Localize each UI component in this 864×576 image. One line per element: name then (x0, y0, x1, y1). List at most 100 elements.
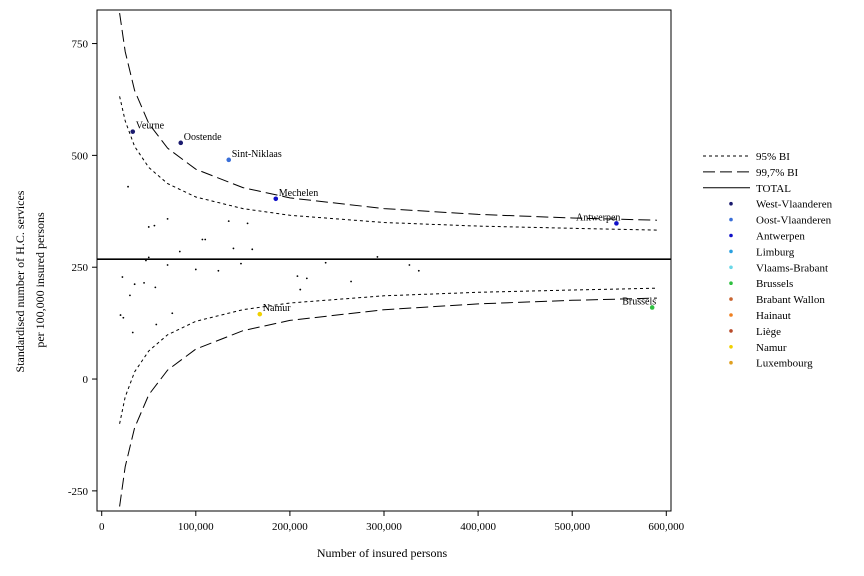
data-point (246, 222, 249, 225)
data-point (145, 259, 147, 262)
data-point (350, 280, 352, 283)
data-point (127, 185, 129, 188)
data-point (417, 269, 420, 272)
legend-label: Liège (756, 326, 781, 338)
point-label: Mechelen (279, 188, 318, 199)
data-point (131, 331, 134, 334)
labeled-data-point (178, 140, 184, 146)
x-tick-label: 100,000 (178, 521, 214, 533)
data-point (122, 316, 125, 319)
data-point (171, 312, 174, 315)
labeled-data-point (257, 311, 263, 317)
data-point (232, 247, 235, 250)
legend-label: 95% BI (756, 151, 790, 163)
y-tick-label: -250 (68, 486, 89, 498)
x-axis-title: Number of insured persons (317, 546, 448, 560)
legend: 95% BI 99,7% BI TOTAL West-Vlaanderen Oost-V… (703, 151, 833, 370)
data-point (154, 286, 157, 289)
data-point (296, 275, 299, 278)
x-tick-label: 500,000 (554, 521, 590, 533)
data-point (299, 288, 302, 291)
data-point (155, 323, 158, 326)
legend-label: Vlaams-Brabant (756, 262, 828, 274)
legend-label: 99,7% BI (756, 167, 799, 179)
point-label: Oostende (184, 132, 222, 143)
data-point (119, 314, 122, 316)
legend-label: Brussels (756, 278, 793, 290)
data-point (129, 294, 131, 297)
x-tick-label: 0 (99, 521, 105, 533)
legend-swatch (729, 281, 733, 286)
labeled-data-point (273, 196, 279, 202)
data-point (143, 281, 145, 284)
x-tick-label: 300,000 (366, 521, 402, 533)
data-point (194, 268, 197, 271)
data-point (305, 277, 308, 280)
legend-swatch (729, 345, 733, 349)
legend-swatch (729, 249, 733, 254)
x-axis: 0 100,000 200,000 300,000 400,000 500,000 600,… (99, 511, 685, 533)
legend-label: Limburg (756, 246, 795, 258)
plot-frame (96, 9, 672, 512)
y-axis-title-line-1: Standardised number of H.C. services (13, 190, 27, 372)
data-point (251, 248, 254, 251)
data-point (324, 261, 327, 264)
data-point (240, 262, 242, 265)
point-label: Sint-Niklaas (232, 149, 282, 160)
data-point (217, 269, 220, 272)
legend-label: Namur (756, 342, 787, 354)
point-label: Veurne (136, 121, 165, 132)
data-point (178, 250, 181, 253)
data-point (147, 256, 150, 259)
legend-label: Oost-Vlaanderen (756, 215, 832, 227)
legend-label: TOTAL (756, 183, 791, 195)
data-point (133, 283, 136, 286)
legend-label: Antwerpen (756, 231, 805, 243)
x-tick-label: 400,000 (460, 521, 496, 533)
data-point (201, 238, 204, 241)
y-tick-label: 250 (72, 262, 89, 274)
legend-swatch (729, 233, 733, 238)
data-point (153, 224, 156, 227)
legend-swatch (729, 313, 733, 317)
control-limits (119, 13, 657, 507)
y-axis: -250 0 250 500 750 (68, 39, 97, 498)
y-tick-label: 500 (72, 150, 89, 162)
point-label: Namur (263, 303, 291, 314)
lower-95-limit (119, 287, 657, 424)
x-tick-label: 200,000 (272, 521, 308, 533)
upper-997-limit (119, 13, 657, 221)
data-points (119, 185, 420, 334)
data-point (376, 256, 379, 258)
legend-swatch (729, 360, 733, 365)
legend-label: West-Vlaanderen (756, 199, 833, 211)
y-tick-label: 750 (72, 39, 89, 51)
y-axis-title-line-2: per 100,000 insured persons (33, 212, 47, 348)
legend-swatch (729, 265, 733, 270)
legend-swatch (729, 217, 733, 222)
labeled-data-point (226, 157, 232, 163)
point-label: Brussels (622, 296, 656, 307)
legend-label: Hainaut (756, 310, 791, 322)
data-point (408, 264, 411, 266)
data-point (166, 217, 169, 220)
y-tick-label: 0 (83, 374, 89, 386)
legend-swatch (729, 329, 733, 333)
labeled-data-point (130, 129, 136, 134)
lower-997-limit (119, 297, 657, 507)
legend-label: Brabant Wallon (756, 294, 825, 306)
labeled-points: Veurne Oostende Sint-Niklaas Mechelen Antwer… (130, 121, 656, 317)
data-point (121, 276, 124, 278)
labeled-data-point (649, 305, 655, 310)
point-label: Antwerpen (576, 212, 620, 223)
legend-swatch (729, 297, 733, 301)
data-point (204, 238, 207, 241)
legend-swatch (729, 201, 733, 206)
labeled-data-point (614, 221, 619, 226)
x-tick-label: 600,000 (648, 521, 684, 533)
data-point (166, 264, 169, 266)
plot-area: 0 100,000 200,000 300,000 400,000 500,000 600,… (68, 9, 685, 533)
y-axis-title: Standardised number of H.C. services per… (13, 188, 47, 373)
legend-label: Luxembourg (756, 358, 813, 370)
